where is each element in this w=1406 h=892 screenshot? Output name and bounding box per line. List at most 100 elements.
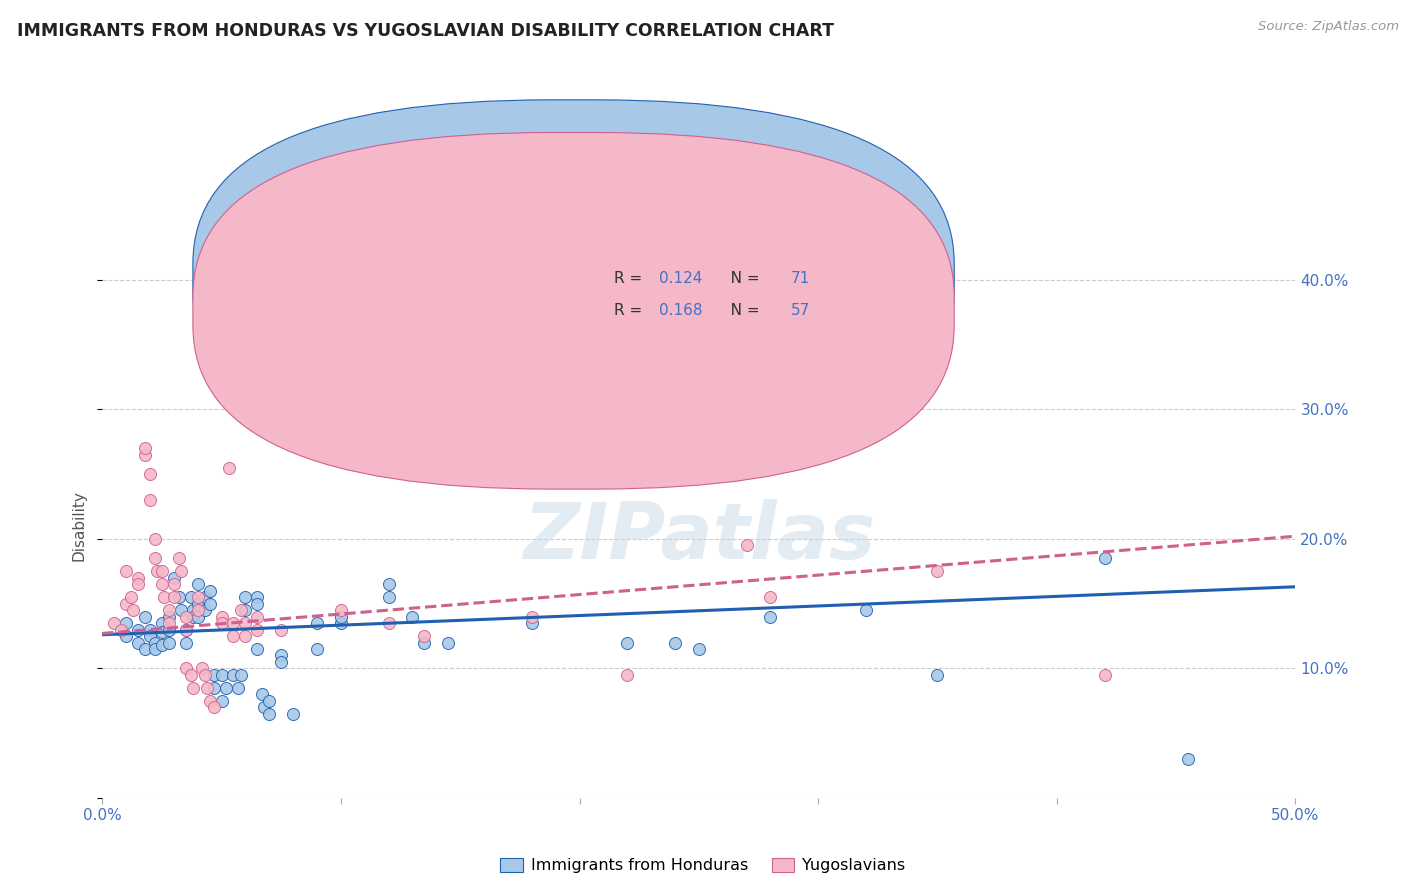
Point [187,577,209,591]
Point [437,635,460,649]
Point [198,583,221,598]
Point [1094,668,1116,682]
Point [139,623,162,637]
Point [127,635,149,649]
Point [181,681,204,695]
Point [235,590,257,604]
Point [198,694,221,708]
Point [377,590,399,604]
Point [157,635,180,649]
Point [202,681,225,695]
Point [305,642,328,657]
Point [927,668,949,682]
Point [134,441,156,455]
Point [127,577,149,591]
Point [855,603,877,617]
Point [235,616,257,631]
Point [664,434,686,449]
Point [170,603,193,617]
Point [150,616,173,631]
Point [187,590,209,604]
Point [664,635,686,649]
Point [127,571,149,585]
Point [329,616,352,631]
Point [520,609,543,624]
Point [270,648,292,663]
Point [472,474,495,488]
Point [181,609,204,624]
Point [174,661,197,675]
Point [246,590,269,604]
Point [179,668,201,682]
Text: R =: R = [614,270,647,285]
Point [259,694,281,708]
Point [202,700,225,714]
Point [187,603,209,617]
Text: R =: R = [614,303,647,318]
Point [202,668,225,682]
FancyBboxPatch shape [193,133,955,489]
Point [377,577,399,591]
Point [143,551,166,566]
Point [115,564,138,578]
Point [157,616,180,631]
Point [222,616,245,631]
Point [163,590,186,604]
Point [187,609,209,624]
Text: Source: ZipAtlas.com: Source: ZipAtlas.com [1258,20,1399,33]
Point [139,492,162,507]
Text: 0.124: 0.124 [659,270,703,285]
Point [215,681,238,695]
Point [246,609,269,624]
Point [134,448,156,462]
Point [759,590,782,604]
Point [134,609,156,624]
Point [167,590,190,604]
Point [485,467,508,481]
FancyBboxPatch shape [531,256,890,335]
Point [270,655,292,669]
Point [187,597,209,611]
Point [150,625,173,640]
Text: 0.168: 0.168 [659,303,703,318]
Point [401,609,423,624]
Point [211,616,233,631]
Point [115,629,138,643]
Text: 57: 57 [790,303,810,318]
Point [127,623,149,637]
Point [195,681,218,695]
Point [174,623,197,637]
Text: 71: 71 [790,270,810,285]
Point [153,590,176,604]
Point [329,603,352,617]
Point [143,642,166,657]
Point [110,623,132,637]
Point [194,590,217,604]
Text: N =: N = [716,303,763,318]
Point [143,532,166,546]
Point [143,635,166,649]
Point [170,564,193,578]
Point [167,551,190,566]
Point [222,629,245,643]
Point [226,681,249,695]
Text: N =: N = [716,270,763,285]
Point [927,564,949,578]
Point [229,668,252,682]
Point [222,668,245,682]
Point [413,629,436,643]
Point [218,460,240,475]
Point [211,609,233,624]
Point [688,642,710,657]
Point [229,603,252,617]
Point [120,590,142,604]
Point [163,577,186,591]
Point [134,642,156,657]
Point [211,668,233,682]
Point [246,623,269,637]
Point [139,629,162,643]
Point [211,694,233,708]
Point [520,616,543,631]
Point [413,635,436,649]
Point [270,623,292,637]
